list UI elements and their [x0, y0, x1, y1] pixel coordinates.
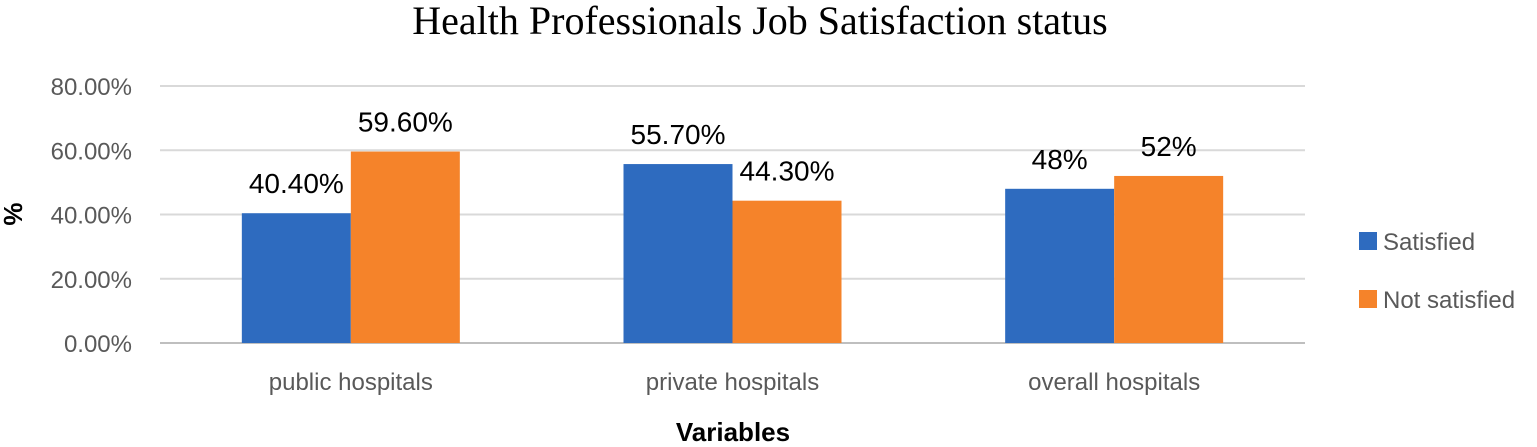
data-labels: 40.40% 59.60% 55.70% 44.30% 48% 52% — [249, 107, 1197, 200]
x-axis-categories: public hospitals private hospitals overall… — [269, 369, 1200, 396]
y-tick-label: 80.00% — [51, 74, 132, 101]
x-tick-label: private hospitals — [646, 369, 819, 396]
data-label: 52% — [1141, 131, 1197, 162]
x-tick-label: public hospitals — [269, 369, 433, 396]
x-tick-label: overall hospitals — [1028, 369, 1200, 396]
bar — [623, 164, 733, 343]
data-label: 48% — [1032, 144, 1088, 175]
bar — [1114, 175, 1224, 343]
y-axis-title: % — [0, 202, 28, 225]
legend-label: Not satisfied — [1383, 287, 1515, 314]
bar — [732, 200, 842, 343]
bars — [241, 151, 1224, 343]
y-tick-label: 60.00% — [51, 138, 132, 165]
x-axis-title: Variables — [676, 417, 790, 442]
data-label: 59.60% — [358, 107, 453, 138]
legend-label: Satisfied — [1383, 229, 1475, 256]
legend-swatch — [1359, 290, 1377, 308]
bar — [241, 213, 351, 343]
bar — [350, 151, 460, 343]
legend: Satisfied Not satisfied — [1359, 229, 1515, 314]
y-tick-label: 20.00% — [51, 267, 132, 294]
data-label: 44.30% — [740, 156, 835, 187]
data-label: 55.70% — [631, 119, 726, 150]
y-tick-label: 0.00% — [64, 331, 132, 358]
bar — [1005, 188, 1115, 343]
data-label: 40.40% — [249, 168, 344, 199]
y-axis-ticks: 0.00% 20.00% 40.00% 60.00% 80.00% — [51, 74, 132, 358]
chart-title: Health Professionals Job Satisfaction st… — [412, 0, 1107, 43]
y-tick-label: 40.00% — [51, 203, 132, 230]
legend-swatch — [1359, 232, 1377, 250]
